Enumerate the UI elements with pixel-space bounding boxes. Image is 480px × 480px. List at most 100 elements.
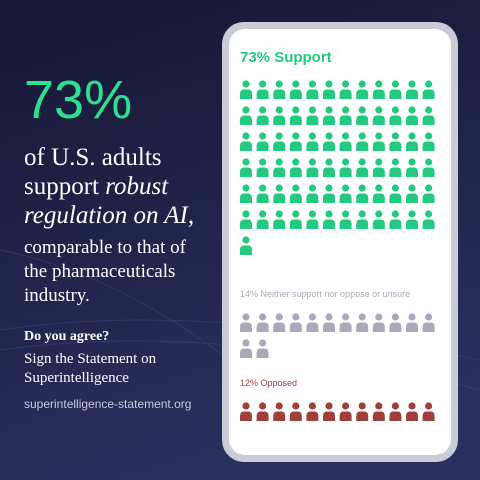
headline-emph: robust <box>105 173 169 200</box>
icon-head <box>391 402 399 410</box>
icon-body <box>406 411 418 421</box>
icon-head <box>325 184 333 192</box>
icon-body <box>240 245 252 255</box>
icon-head <box>425 80 433 88</box>
icon-head <box>242 402 250 410</box>
person-icon <box>273 132 286 151</box>
icon-body <box>240 193 252 203</box>
icon-head <box>259 313 267 321</box>
icon-body <box>339 115 352 125</box>
url[interactable]: superintelligence-statement.org <box>24 397 191 411</box>
person-icon <box>273 106 286 125</box>
icon-body <box>422 167 435 177</box>
icon-head <box>375 106 383 114</box>
icon-body <box>356 89 369 99</box>
person-icon <box>339 313 352 332</box>
icon-head <box>275 184 283 192</box>
icon-body <box>356 219 369 229</box>
icon-body <box>323 219 335 229</box>
icon-body <box>240 322 252 332</box>
icon-body <box>306 115 319 125</box>
icon-body <box>240 115 252 125</box>
person-icon <box>406 184 418 203</box>
icon-head <box>391 184 399 192</box>
icon-head <box>358 313 366 321</box>
person-icon <box>406 80 418 99</box>
icon-head <box>242 210 250 218</box>
pictogram: 73% Support 14% Neither support nor oppos… <box>240 49 435 421</box>
stat: 73% <box>24 70 132 130</box>
icon-head <box>242 106 250 114</box>
person-icon <box>306 132 319 151</box>
section-label: 14% Neither support nor oppose or unsure <box>240 289 410 299</box>
icon-head <box>259 158 267 166</box>
person-icon <box>240 236 252 255</box>
icon-head <box>408 313 416 321</box>
icon-head <box>408 184 416 192</box>
icon-head <box>375 313 383 321</box>
person-icon <box>273 402 286 421</box>
person-icon <box>422 313 435 332</box>
icon-head <box>325 132 333 140</box>
person-icon <box>406 313 418 332</box>
icon-head <box>259 132 267 140</box>
icon-body <box>289 167 302 177</box>
icon-body <box>289 322 302 332</box>
icon-body <box>256 322 269 332</box>
icon-body <box>306 193 319 203</box>
icon-body <box>289 89 302 99</box>
person-icon <box>372 402 385 421</box>
icon-head <box>242 339 250 347</box>
icon-body <box>389 89 402 99</box>
icon-body <box>389 141 402 151</box>
icon-body <box>422 411 435 421</box>
icon-head <box>408 132 416 140</box>
person-icon <box>339 402 352 421</box>
person-icon <box>372 210 385 229</box>
person-icon <box>273 184 286 203</box>
person-icon <box>256 402 269 421</box>
icon-head <box>408 158 416 166</box>
icon-body <box>389 193 402 203</box>
person-icon <box>372 80 385 99</box>
icon-body <box>323 141 335 151</box>
icon-head <box>375 132 383 140</box>
icon-body <box>289 115 302 125</box>
icon-head <box>358 210 366 218</box>
person-icon <box>240 402 252 421</box>
icon-body <box>256 89 269 99</box>
icon-head <box>308 158 316 166</box>
icon-body <box>273 411 286 421</box>
icon-body <box>422 322 435 332</box>
person-icon <box>356 313 369 332</box>
icon-head <box>425 313 433 321</box>
icon-body <box>273 193 286 203</box>
body-text: the pharmaceuticals <box>24 261 175 282</box>
icon-body <box>306 219 319 229</box>
icon-body <box>422 193 435 203</box>
icon-head <box>391 132 399 140</box>
icon-head <box>308 313 316 321</box>
icon-head <box>292 313 300 321</box>
icon-head <box>375 158 383 166</box>
icon-head <box>308 106 316 114</box>
icon-head <box>242 313 250 321</box>
person-icon <box>372 313 385 332</box>
icon-head <box>425 402 433 410</box>
icon-head <box>242 132 250 140</box>
icon-head <box>275 210 283 218</box>
person-icon <box>289 402 302 421</box>
person-icon <box>406 106 418 125</box>
person-icon <box>273 210 286 229</box>
icon-head <box>275 313 283 321</box>
icon-body <box>422 89 435 99</box>
icon-body <box>356 141 369 151</box>
icon-head <box>259 402 267 410</box>
person-icon <box>356 158 369 177</box>
icon-head <box>308 132 316 140</box>
icon-body <box>256 193 269 203</box>
icon-body <box>406 219 418 229</box>
cta[interactable]: Sign the Statement on <box>24 351 157 367</box>
icon-head <box>425 158 433 166</box>
cta[interactable]: Superintelligence <box>24 370 129 386</box>
